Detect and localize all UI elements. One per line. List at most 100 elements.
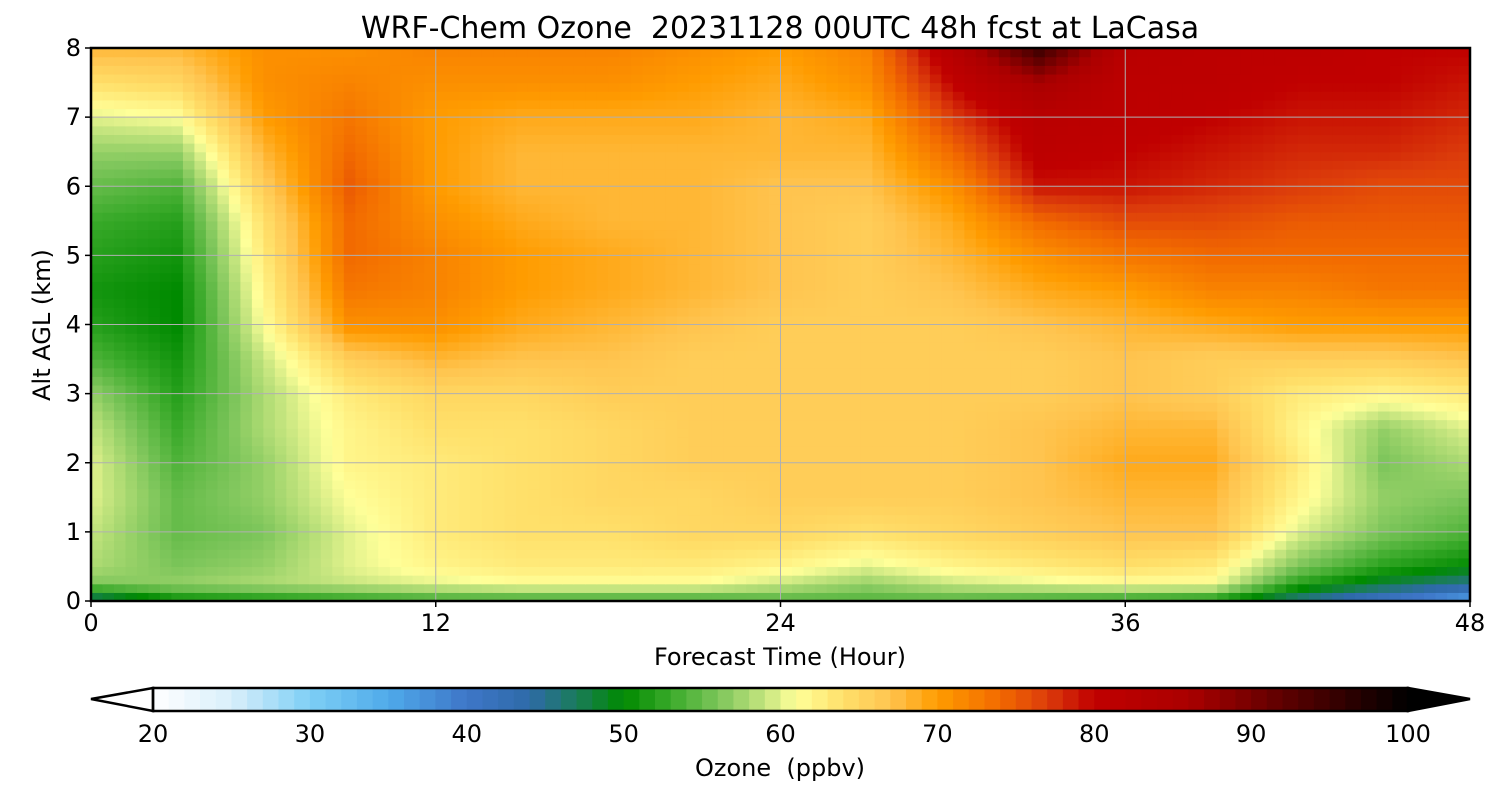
- ozone-cell: [1021, 376, 1034, 386]
- ozone-cell: [217, 246, 230, 256]
- ozone-cell: [757, 514, 770, 524]
- ozone-cell: [780, 402, 793, 412]
- ozone-cell: [757, 505, 770, 516]
- ozone-cell: [1228, 281, 1241, 291]
- ozone-cell: [113, 298, 127, 308]
- ozone-cell: [378, 445, 391, 455]
- ozone-cell: [263, 575, 276, 585]
- ozone-cell: [91, 341, 104, 352]
- ozone-cell: [194, 393, 207, 403]
- ozone-cell: [102, 454, 115, 464]
- ozone-cell: [1021, 402, 1034, 412]
- ozone-cell: [412, 384, 425, 395]
- ozone-cell: [125, 471, 138, 481]
- ozone-cell: [424, 471, 437, 481]
- ozone-cell: [1412, 367, 1425, 377]
- ozone-cell: [1228, 566, 1241, 576]
- ozone-cell: [309, 384, 322, 395]
- ozone-cell: [274, 497, 287, 507]
- ozone-cell: [1113, 583, 1126, 593]
- ozone-cell: [1194, 471, 1207, 481]
- ozone-cell: [389, 341, 402, 352]
- ozone-cell: [1401, 549, 1414, 559]
- ozone-cell: [1125, 264, 1138, 274]
- ozone-cell: [136, 575, 150, 585]
- ozone-cell: [849, 393, 862, 403]
- ozone-cell: [1435, 307, 1448, 317]
- ozone-cell: [205, 436, 219, 447]
- ozone-cell: [343, 333, 356, 343]
- ozone-cell: [240, 549, 253, 559]
- ozone-cell: [964, 402, 977, 412]
- ozone-cell: [688, 445, 701, 455]
- ozone-cell: [975, 281, 988, 291]
- ozone-cell: [1090, 281, 1103, 291]
- ozone-cell: [952, 410, 965, 421]
- ozone-cell: [1389, 557, 1402, 568]
- ozone-cell: [642, 557, 655, 568]
- ozone-cell: [1389, 514, 1402, 524]
- ozone-cell: [734, 488, 747, 498]
- ozone-cell: [791, 246, 805, 256]
- ozone-cell: [470, 402, 483, 412]
- ozone-cell: [1274, 376, 1287, 386]
- ozone-cell: [320, 367, 333, 377]
- ozone-cell: [585, 341, 598, 352]
- ozone-cell: [723, 238, 736, 248]
- ozone-cell: [1447, 333, 1460, 343]
- ozone-cell: [872, 350, 885, 360]
- ozone-cell: [1102, 471, 1115, 481]
- ozone-cell: [711, 393, 724, 403]
- ozone-cell: [1136, 480, 1149, 490]
- ozone-cell: [1263, 341, 1276, 352]
- ozone-cell: [1389, 454, 1402, 464]
- ozone-cell: [205, 419, 219, 429]
- ozone-cell: [677, 281, 690, 291]
- ozone-cell: [1343, 289, 1356, 300]
- ozone-cell: [228, 246, 241, 256]
- ozone-cell: [975, 497, 988, 507]
- ozone-cell: [665, 359, 678, 369]
- ozone-cell: [527, 514, 540, 524]
- ozone-cell: [1401, 488, 1414, 498]
- ozone-cell: [998, 255, 1011, 265]
- ozone-cell: [435, 583, 448, 593]
- ozone-cell: [826, 454, 839, 464]
- ozone-cell: [872, 298, 885, 308]
- ozone-cell: [1424, 462, 1437, 472]
- ozone-cell: [631, 566, 644, 576]
- ozone-cell: [1355, 333, 1368, 343]
- ozone-cell: [205, 289, 219, 300]
- ozone-cell: [1056, 315, 1069, 326]
- ozone-cell: [1136, 315, 1149, 326]
- ozone-cell: [642, 436, 655, 447]
- ozone-cell: [274, 324, 287, 334]
- ozone-cell: [1056, 324, 1069, 334]
- ozone-cell: [171, 238, 184, 248]
- ozone-cell: [1343, 566, 1356, 576]
- ozone-cell: [182, 238, 196, 248]
- ozone-cell: [320, 488, 333, 498]
- ozone-cell: [424, 324, 437, 334]
- ozone-cell: [975, 272, 988, 282]
- ozone-cell: [366, 341, 379, 352]
- ozone-cell: [746, 272, 759, 282]
- ozone-cell: [309, 557, 322, 568]
- ozone-cell: [550, 298, 563, 308]
- ozone-cell: [906, 592, 919, 601]
- ozone-cell: [711, 592, 724, 601]
- ozone-cell: [1263, 454, 1276, 464]
- ozone-cell: [723, 583, 736, 593]
- ozone-cell: [102, 324, 115, 334]
- ozone-cell: [1182, 307, 1195, 317]
- ozone-cell: [711, 471, 724, 481]
- ozone-cell: [424, 592, 437, 601]
- ozone-cell: [1286, 540, 1299, 550]
- ozone-cell: [401, 289, 414, 300]
- ozone-cell: [860, 393, 874, 403]
- ozone-cell: [608, 419, 621, 429]
- ozone-cell: [596, 289, 609, 300]
- ozone-cell: [906, 575, 919, 585]
- ozone-cell: [803, 350, 816, 360]
- ozone-cell: [1010, 436, 1023, 447]
